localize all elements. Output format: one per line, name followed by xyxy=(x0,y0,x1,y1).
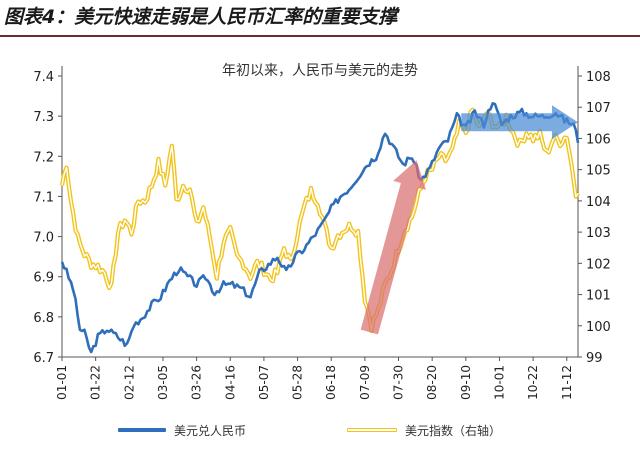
y-right-tick-label: 103 xyxy=(586,226,611,241)
legend-swatch-dxy xyxy=(347,428,397,432)
series-line-dxy xyxy=(59,107,580,334)
legend-label-usdcny: 美元兑人民币 xyxy=(174,423,247,438)
y-left-tick-label: 6.8 xyxy=(33,311,54,326)
x-tick-label: 10-01 xyxy=(492,365,506,400)
legend-item-dxy: 美元指数（右轴） xyxy=(347,420,501,440)
y-right-tick-label: 99 xyxy=(586,351,603,366)
x-tick-label: 02-12 xyxy=(122,365,136,400)
y-right-tick-label: 104 xyxy=(586,195,611,210)
legend-swatch-usdcny xyxy=(118,428,166,432)
figure-title: 图表4：美元快速走弱是人民币汇率的重要支撑 xyxy=(4,6,398,28)
y-right-tick-label: 107 xyxy=(586,101,611,116)
y-right-tick-label: 102 xyxy=(586,257,611,272)
x-tick-label: 10-22 xyxy=(526,365,540,400)
y-left-tick-label: 6.7 xyxy=(33,351,54,366)
x-tick-label: 09-10 xyxy=(459,365,473,400)
annotation-arrow-blue xyxy=(461,105,578,140)
series-line-dxy-inner xyxy=(61,109,579,332)
x-tick-label: 01-01 xyxy=(55,365,69,400)
chart-title: 年初以来，人民币与美元的走势 xyxy=(222,63,418,79)
series-line-usdcny xyxy=(60,102,580,354)
y-left-tick-label: 7.2 xyxy=(33,150,54,165)
x-tick-label: 07-30 xyxy=(392,365,406,400)
title-divider xyxy=(0,35,640,37)
x-tick-label: 11-12 xyxy=(560,365,574,400)
x-tick-label: 07-09 xyxy=(358,365,372,400)
annotation-arrow-red xyxy=(360,160,426,335)
x-tick-label: 04-16 xyxy=(223,365,237,400)
legend-item-usdcny: 美元兑人民币 xyxy=(118,420,246,440)
y-right-tick-label: 105 xyxy=(586,164,611,179)
chart: 6.7 6.8 6.9 7.0 7.1 7.2 7.3 7.4 99 100 101 102 103 10… xyxy=(33,66,611,400)
legend-label-dxy: 美元指数（右轴） xyxy=(405,423,502,438)
y-right-tick-label: 108 xyxy=(586,70,611,85)
x-tick-label: 01-22 xyxy=(89,365,103,400)
y-left-tick-label: 7.3 xyxy=(33,110,54,125)
x-tick-label: 03-05 xyxy=(156,365,170,400)
x-tick-label: 05-28 xyxy=(291,365,305,400)
x-tick-label: 05-07 xyxy=(257,365,271,400)
y-left-tick-label: 7.0 xyxy=(33,231,54,246)
y-left-tick-label: 7.4 xyxy=(33,70,54,85)
y-right-tick-label: 101 xyxy=(586,289,611,304)
x-tick-label: 08-20 xyxy=(425,365,439,400)
y-right-tick-label: 100 xyxy=(586,320,611,335)
x-tick-label: 06-18 xyxy=(324,365,338,400)
y-left-tick-label: 6.9 xyxy=(33,271,54,286)
y-right-tick-label: 106 xyxy=(586,132,611,147)
y-left-tick-label: 7.1 xyxy=(33,190,54,205)
x-tick-label: 03-26 xyxy=(190,365,204,400)
